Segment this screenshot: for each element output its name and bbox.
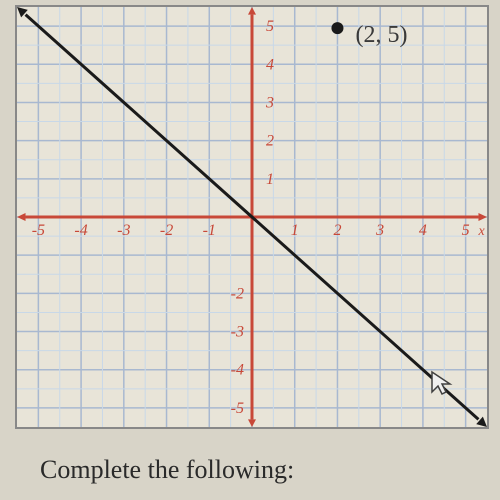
svg-text:1: 1	[291, 222, 299, 239]
svg-text:4: 4	[266, 56, 274, 73]
svg-text:x: x	[477, 224, 485, 239]
svg-text:3: 3	[375, 222, 384, 239]
instruction-text: Complete the following:	[40, 455, 294, 485]
svg-text:-3: -3	[231, 324, 244, 341]
svg-text:-4: -4	[231, 362, 244, 379]
svg-text:5: 5	[266, 18, 274, 35]
svg-text:(2, 5): (2, 5)	[355, 22, 407, 48]
svg-text:-2: -2	[231, 285, 244, 302]
svg-text:-1: -1	[203, 222, 216, 239]
svg-text:-5: -5	[32, 222, 45, 239]
svg-text:-5: -5	[231, 400, 244, 417]
svg-text:3: 3	[265, 94, 274, 111]
coordinate-graph: -5 -4 -3 -2 -1 1 2 3 4 5 1 2 3 4 5 -2 -3 -4 -5 x (2, 5)	[15, 5, 489, 429]
svg-text:-2: -2	[160, 222, 173, 239]
svg-text:4: 4	[419, 222, 427, 239]
svg-text:-4: -4	[74, 222, 87, 239]
svg-text:1: 1	[266, 171, 274, 188]
svg-text:-3: -3	[117, 222, 130, 239]
graph-svg: -5 -4 -3 -2 -1 1 2 3 4 5 1 2 3 4 5 -2 -3 -4 -5 x (2, 5)	[17, 7, 487, 427]
svg-text:2: 2	[266, 133, 274, 150]
svg-text:2: 2	[333, 222, 341, 239]
svg-text:5: 5	[462, 222, 470, 239]
